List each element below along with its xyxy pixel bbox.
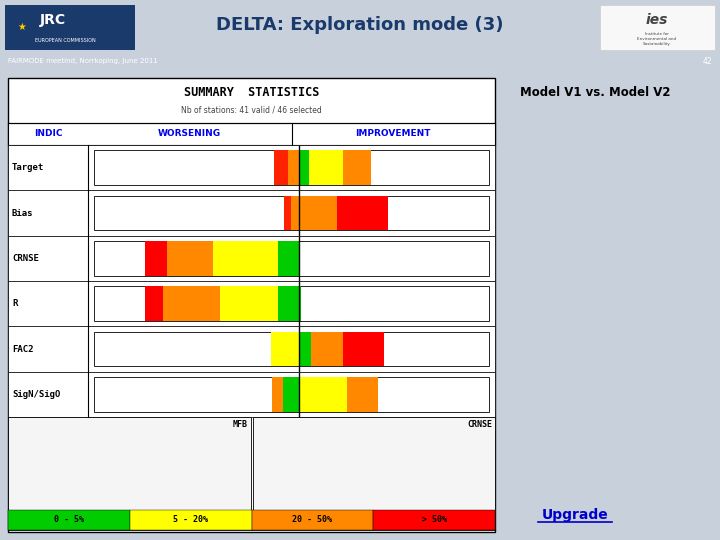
Bar [287,151,300,185]
Text: INDIC: INDIC [34,130,62,138]
Bar [337,196,388,230]
Bar [8,510,130,530]
Bar [94,151,489,185]
Text: Nb of stations: 41 valid / 46 selected: Nb of stations: 41 valid / 46 selected [181,105,322,114]
Bar [8,123,495,145]
Bar [373,510,495,530]
Bar [343,332,384,366]
Text: CRNSE: CRNSE [467,420,492,429]
Bar [220,286,278,321]
Bar [8,190,495,235]
Bar [343,151,371,185]
Bar [94,196,489,230]
Bar [251,510,373,530]
Text: IMPROVEMENT: IMPROVEMENT [356,130,431,138]
Bar [8,145,495,190]
Bar [8,281,495,326]
Bar [600,5,715,50]
Bar [8,417,251,510]
Bar [278,286,302,321]
Text: MFB: MFB [233,420,248,429]
Text: SUMMARY  STATISTICS: SUMMARY STATISTICS [184,85,319,98]
Text: Upgrade: Upgrade [541,508,608,522]
Bar [300,196,337,230]
Bar [8,235,495,281]
Text: Bias: Bias [12,208,34,218]
Bar [284,196,291,230]
Bar [274,151,287,185]
Bar [94,377,489,411]
Text: Target: Target [12,163,44,172]
Text: 0 - 5%: 0 - 5% [54,516,84,524]
Bar [300,151,310,185]
Bar [283,377,300,411]
Bar [130,510,251,530]
Bar [291,196,300,230]
Bar [8,372,495,417]
Bar [271,377,283,411]
Bar [310,151,343,185]
Bar [8,510,495,530]
Bar [8,78,495,532]
Text: ies: ies [646,13,668,27]
Text: FAC2: FAC2 [12,345,34,354]
Bar [5,5,135,50]
Bar [253,417,495,510]
Text: FAIRMODE meetind, Norrkoping, June 2011: FAIRMODE meetind, Norrkoping, June 2011 [8,58,158,64]
Bar [163,286,220,321]
Bar [145,241,167,275]
Text: SigN/SigO: SigN/SigO [12,390,60,399]
Bar [212,241,278,275]
Bar [167,241,212,275]
Text: JRC: JRC [40,13,66,27]
Text: ★: ★ [17,22,27,32]
Bar [311,332,343,366]
Bar [300,332,311,366]
Text: WORSENING: WORSENING [158,130,221,138]
Text: > 50%: > 50% [422,516,446,524]
Bar [271,332,300,366]
Text: CRNSE: CRNSE [12,254,39,263]
Bar [94,286,489,321]
Text: Institute for
Environmental and
Sustainability: Institute for Environmental and Sustaina… [637,32,677,45]
Bar [300,377,347,411]
Text: 20 - 50%: 20 - 50% [292,516,333,524]
Bar [8,326,495,372]
Text: DELTA: Exploration mode (3): DELTA: Exploration mode (3) [216,16,504,34]
Bar [145,286,163,321]
Text: EUROPEAN COMMISSION: EUROPEAN COMMISSION [35,37,96,43]
Bar [94,332,489,366]
Bar [347,377,379,411]
Text: 42: 42 [703,57,712,66]
Bar [94,241,489,275]
Text: Model V1 vs. Model V2: Model V1 vs. Model V2 [520,86,670,99]
Bar [278,241,300,275]
Text: 5 - 20%: 5 - 20% [173,516,208,524]
Text: R: R [12,299,17,308]
